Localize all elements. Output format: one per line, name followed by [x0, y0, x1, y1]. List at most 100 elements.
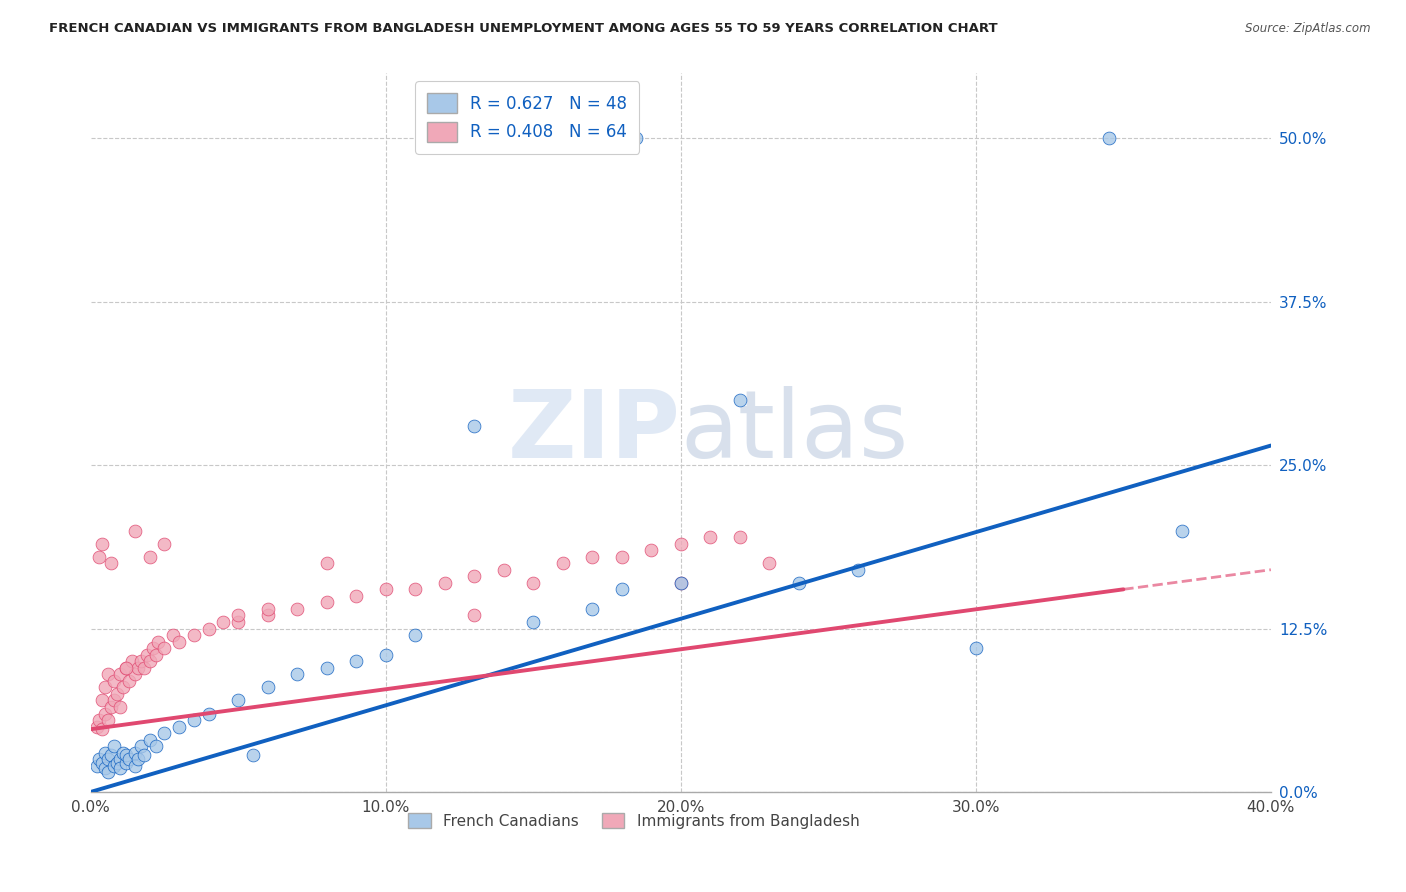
Point [94, 706, 117, 721]
Point [118, 752, 141, 766]
Point [129, 739, 152, 754]
Text: FRENCH CANADIAN VS IMMIGRANTS FROM BANGLADESH UNEMPLOYMENT AMONG AGES 55 TO 59 Y: FRENCH CANADIAN VS IMMIGRANTS FROM BANGL… [49, 22, 998, 36]
Point [197, 706, 219, 721]
Point [127, 752, 149, 766]
Point [121, 654, 143, 668]
Point [965, 641, 987, 656]
Point [183, 628, 205, 642]
Point [94, 761, 117, 775]
Point [551, 556, 574, 570]
Point [669, 536, 692, 550]
Point [315, 556, 337, 570]
Point [142, 641, 165, 656]
Point [115, 756, 138, 771]
Point [197, 622, 219, 636]
Point [581, 602, 603, 616]
Point [1171, 524, 1194, 538]
Point [132, 661, 155, 675]
Point [97, 667, 120, 681]
Point [404, 582, 426, 597]
Point [89, 713, 111, 727]
Point [100, 700, 122, 714]
Point [256, 608, 278, 623]
Point [132, 748, 155, 763]
Point [124, 667, 146, 681]
Point [108, 752, 131, 766]
Point [522, 575, 544, 590]
Point [103, 693, 125, 707]
Point [135, 648, 157, 662]
Point [127, 661, 149, 675]
Point [699, 530, 721, 544]
Point [374, 582, 396, 597]
Point [626, 131, 648, 145]
Point [91, 536, 114, 550]
Point [103, 673, 125, 688]
Point [118, 673, 141, 688]
Point [153, 641, 176, 656]
Point [492, 563, 515, 577]
Text: ZIP: ZIP [508, 386, 681, 478]
Point [89, 752, 111, 766]
Text: atlas: atlas [681, 386, 910, 478]
Point [129, 654, 152, 668]
Point [103, 759, 125, 773]
Point [669, 575, 692, 590]
Point [124, 746, 146, 760]
Point [108, 700, 131, 714]
Point [124, 524, 146, 538]
Point [285, 602, 308, 616]
Point [344, 589, 367, 603]
Point [846, 563, 869, 577]
Point [640, 543, 662, 558]
Point [115, 661, 138, 675]
Point [100, 556, 122, 570]
Point [94, 681, 117, 695]
Point [91, 723, 114, 737]
Point [153, 726, 176, 740]
Point [86, 720, 108, 734]
Point [787, 575, 810, 590]
Point [94, 746, 117, 760]
Point [89, 549, 111, 564]
Point [86, 759, 108, 773]
Point [97, 713, 120, 727]
Point [758, 556, 780, 570]
Point [256, 602, 278, 616]
Point [112, 681, 135, 695]
Text: Source: ZipAtlas.com: Source: ZipAtlas.com [1246, 22, 1371, 36]
Point [124, 759, 146, 773]
Point [315, 661, 337, 675]
Point [153, 536, 176, 550]
Point [522, 615, 544, 629]
Point [138, 732, 160, 747]
Point [256, 681, 278, 695]
Point [91, 756, 114, 771]
Point [728, 530, 751, 544]
Point [404, 628, 426, 642]
Point [115, 661, 138, 675]
Point [463, 569, 485, 583]
Point [463, 419, 485, 434]
Point [115, 748, 138, 763]
Point [145, 739, 167, 754]
Point [610, 582, 633, 597]
Point [138, 654, 160, 668]
Point [97, 752, 120, 766]
Point [226, 608, 249, 623]
Point [581, 549, 603, 564]
Point [183, 713, 205, 727]
Point [463, 608, 485, 623]
Point [374, 648, 396, 662]
Point [167, 720, 190, 734]
Point [138, 549, 160, 564]
Point [145, 648, 167, 662]
Point [167, 634, 190, 648]
Point [433, 575, 456, 590]
Point [728, 392, 751, 407]
Point [669, 575, 692, 590]
Point [285, 667, 308, 681]
Point [226, 693, 249, 707]
Point [162, 628, 184, 642]
Point [108, 761, 131, 775]
